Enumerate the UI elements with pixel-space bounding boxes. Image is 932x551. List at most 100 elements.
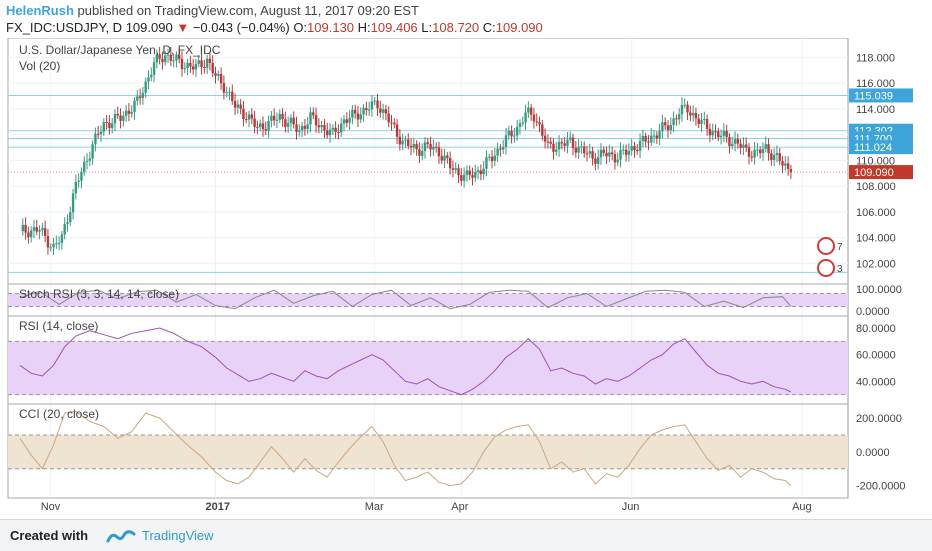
candle-body [541,124,544,136]
candle-body [342,119,346,124]
candle-body [471,175,474,178]
candle-body [652,135,656,137]
rsi-tick-label: 60.0000 [856,350,896,362]
candle-body [348,117,351,123]
candle-body [569,137,572,140]
candle-body [80,172,83,181]
candle-body [362,107,365,115]
candle-body [772,154,776,161]
candle-body [312,112,315,116]
candle-body [731,143,734,147]
price-tick-label: 108.000 [856,181,896,193]
candle-body [217,74,220,76]
candle-body [370,101,374,110]
candle-body [289,117,293,124]
candle-body [69,212,72,223]
close-value: 109.090 [495,20,543,35]
candle-body [35,227,38,232]
x-tick-label: Mar [365,501,384,513]
last-price-tag-label: 109.090 [854,167,894,179]
candle-body [24,224,27,233]
candle-body [119,115,122,121]
candle-body [323,124,326,131]
candle-body [596,157,600,164]
candle-body [641,136,645,142]
candle-body [166,54,170,56]
candle-body [557,142,561,150]
candle-body [482,168,485,175]
stoch-rsi-line [19,289,792,310]
tradingview-brand[interactable]: TradingView [142,528,214,543]
x-tick-label: Aug [792,501,812,513]
candle-body [242,108,245,120]
candle-body [588,151,591,154]
candle-body [577,146,580,153]
author-name[interactable]: HelenRush [6,3,74,18]
candle-body [144,81,147,93]
candle-body [462,174,466,181]
candle-body [429,144,432,150]
symbol-header: FX_IDC:USDJPY, D 109.090 ▼ −0.043 (−0.04… [6,20,543,35]
candle-body [736,139,740,144]
candle-body [546,141,550,143]
candle-body [767,144,770,154]
candle-body [180,58,184,69]
candle-body [535,121,538,123]
chart-area[interactable]: 102.000104.000106.000108.000110.000112.0… [0,38,932,518]
candle-body [219,74,223,84]
candle-body [351,109,354,118]
rsi-title: RSI (14, close) [19,319,98,333]
candle-body [306,124,309,129]
candle-body [750,156,753,158]
candle-body [717,131,720,138]
stoch-rsi-tick-label: 0.0000 [856,306,890,318]
candle-body [172,60,175,62]
candle-body [398,136,402,145]
candle-body [41,228,44,231]
candle-body [387,113,390,123]
candle-body [113,113,117,124]
event-badge-count: 7 [837,242,843,253]
candle-body [725,130,728,137]
candle-body [518,123,522,127]
candle-body [340,123,343,133]
created-with-label: Created with [10,528,89,543]
candle-body [203,67,206,69]
candle-body [566,139,569,146]
candle-body [446,155,449,158]
candle-body [194,63,198,70]
candle-body [353,109,357,114]
candle-body [529,107,533,115]
candle-body [426,142,429,145]
candle-body [515,126,519,136]
volume-label: Vol (20) [19,59,60,73]
candle-body [303,126,307,129]
candle-body [317,125,321,128]
candle-body [658,131,661,139]
candle-body [502,147,505,150]
candle-body [102,122,105,132]
candle-body [292,117,295,125]
candle-body [97,133,100,135]
candle-body [83,161,86,173]
candle-body [664,122,667,126]
candle-body [555,149,558,152]
candle-body [644,136,647,142]
cci-line [19,410,792,487]
candle-body [295,124,298,132]
level-tag-box [849,88,913,103]
candle-body [753,149,756,158]
candle-body [231,91,234,101]
candle-body [580,146,583,148]
candle-body [281,113,284,120]
candle-body [328,129,332,136]
candle-body [786,163,790,169]
candle-body [421,151,424,156]
candle-body [739,143,742,148]
candle-body [638,141,642,151]
candle-body [728,136,731,147]
candle-body [583,146,586,154]
candle-body [571,137,575,148]
candle-body [608,152,611,157]
cci-title: CCI (20, close) [19,407,99,421]
